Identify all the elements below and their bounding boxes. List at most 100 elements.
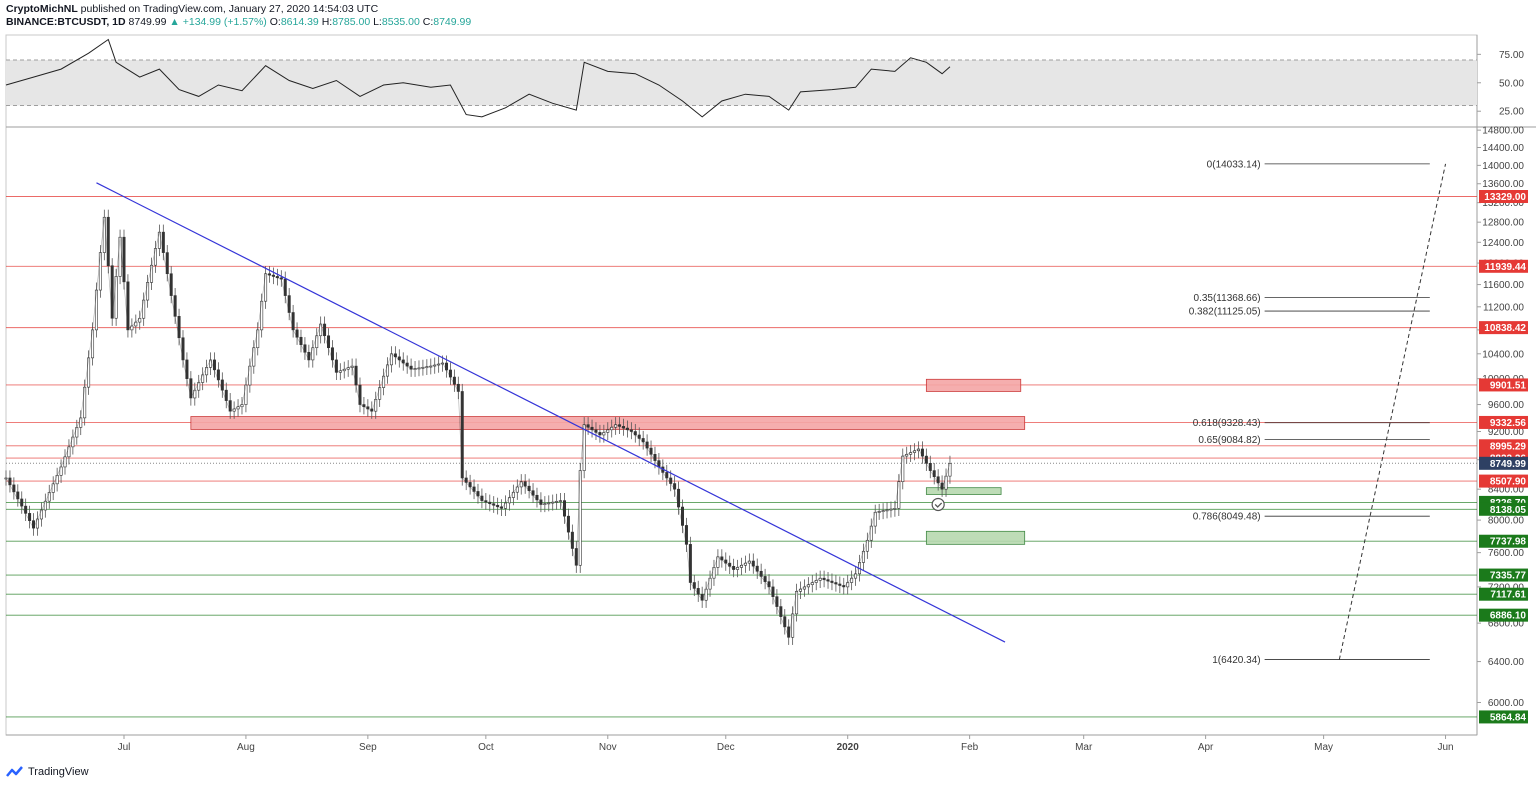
price-candle [181,337,185,361]
price-candle [173,295,177,317]
price-candle [633,431,637,436]
price-candle [252,347,256,367]
price-candle [834,582,838,585]
price-label-badge [1479,378,1528,392]
price-candle [153,248,157,266]
price-label-text: 9332.56 [1490,418,1527,429]
price-candle [472,486,476,492]
price-candle [614,424,618,428]
price-candle [555,501,559,503]
price-candle [338,370,342,373]
price-candle [488,501,492,504]
price-candle [940,482,944,490]
price-candle [323,323,327,337]
price-candle [205,367,209,376]
price-candle [496,504,500,508]
price-candle [500,506,504,509]
price-candle [43,500,47,511]
close-label: C: [422,16,434,28]
price-candle [763,576,767,582]
checkmark-icon [931,497,945,512]
publish-info: CryptoMichNL published on TradingView.co… [6,3,378,16]
time-tick-label: 2020 [837,742,860,753]
price-candle [464,477,468,483]
price-candle [504,502,508,509]
price-candle [842,585,846,588]
support-zone [925,530,1026,545]
price-candle [712,567,716,579]
price-label-badge [1479,474,1528,488]
price-candle [271,274,275,277]
low-label: L: [373,16,382,28]
price-candle [87,357,91,388]
price-candle [157,231,161,249]
price-candle [448,369,452,378]
price-label-text: 13329.00 [1484,192,1526,203]
price-label-badge [1479,259,1528,273]
price-candle [523,481,527,487]
watermark-text: TradingView [28,766,89,778]
price-label-text: 7117.61 [1490,590,1526,601]
price-candle [688,544,692,583]
price-candle [743,562,747,566]
price-candle [543,503,547,505]
price-candle [220,379,224,391]
price-candle [798,588,802,592]
fib-level-label: 0(14033.14) [1207,159,1261,170]
price-candle [861,550,865,563]
price-candle [869,525,873,541]
time-tick-label: May [1314,742,1333,753]
price-candle [889,508,893,511]
price-candle [665,472,669,479]
price-candle [437,363,441,366]
fib-level-label: 0.65(9084.82) [1198,435,1260,446]
price-candle [708,577,712,590]
price-candle [944,475,948,490]
ohlc-legend: BINANCE:BTCUSDT, 1D 8749.99 ▲ +134.99 (+… [6,16,471,29]
price-candle [150,264,154,283]
price-bars [4,209,952,645]
price-label-badge [1479,534,1528,548]
price-tick-label: 12800.00 [1482,218,1524,229]
price-candle [32,520,36,529]
price-candle [212,359,216,371]
price-candle [401,359,405,364]
time-tick-label: Sep [359,742,377,753]
rsi-pane: 75.00 50.00 25.00 [5,38,1524,118]
price-candle [67,446,71,458]
price-candle [244,384,248,405]
rsi-tick-label: 50.00 [1499,78,1524,89]
price-label-text: 9901.51 [1490,380,1527,391]
price-tick-label: 12400.00 [1482,238,1524,249]
price-candle [397,356,401,361]
tradingview-watermark[interactable]: TradingView [6,766,89,778]
time-tick-label: Nov [599,742,617,753]
price-candle [653,454,657,461]
fib-level-label: 0.35(11368.66) [1194,293,1261,304]
author-name[interactable]: CryptoMichNL [6,3,78,15]
price-candle [814,580,818,583]
change-text: +134.99 (+1.57%) [182,16,267,28]
price-candle [559,500,563,502]
price-candle [909,452,913,455]
price-candle [877,511,881,513]
price-candle [275,276,279,279]
price-candle [433,364,437,367]
price-candle [134,321,138,327]
price-candle [382,375,386,388]
price-candle [830,580,834,583]
rsi-tick-label: 75.00 [1499,50,1524,61]
price-candle [378,387,382,400]
price-candle [441,362,445,365]
price-candle [122,236,126,283]
price-candle [563,500,567,517]
price-label-badge [1479,587,1528,601]
price-candle [751,560,755,567]
high-value: 8785.00 [332,16,371,28]
price-tick-label: 11200.00 [1483,302,1524,313]
time-tick-label: Apr [1198,742,1214,753]
price-candle [779,606,783,617]
price-candle [24,505,28,514]
fib-projection-line [1338,163,1447,660]
